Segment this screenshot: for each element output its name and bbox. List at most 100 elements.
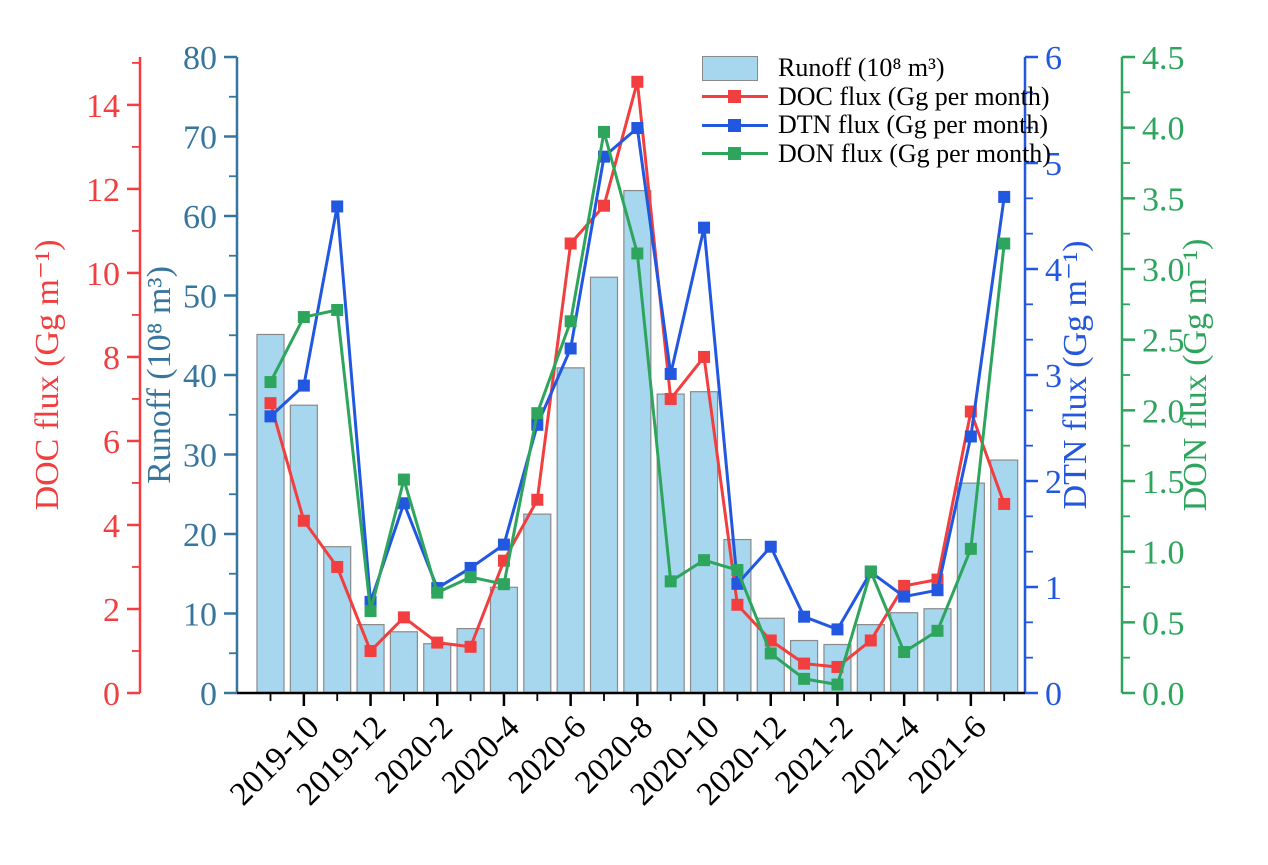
runoff-bar (923, 608, 952, 694)
doc-flux-marker (264, 397, 277, 410)
doc-axis-tick-label: 4 (103, 508, 120, 545)
don-flux-marker (831, 678, 844, 691)
don-flux-marker (531, 407, 544, 420)
doc-flux-marker (431, 636, 444, 649)
runoff-bar (623, 189, 652, 694)
doc-axis-title: DOC flux (Gg m⁻¹) (29, 240, 66, 511)
runoff-swatch-icon (702, 55, 774, 81)
runoff-bar (589, 276, 619, 694)
dtn-axis-tick-label: 1 (1045, 570, 1062, 607)
doc-axis-tick-label: 14 (86, 88, 120, 125)
doc-flux-marker (664, 392, 677, 405)
legend-item-runoff: Runoff (10⁸ m³) (702, 54, 1051, 83)
runoff-bar (289, 404, 318, 694)
doc-flux-marker (297, 514, 310, 527)
dtn-flux-marker (297, 379, 310, 392)
don-flux-marker (898, 646, 911, 659)
dtn-line-swatch-icon (702, 118, 774, 132)
legend-item-doc: DOC flux (Gg per month) (702, 83, 1051, 112)
doc-flux-marker (798, 657, 811, 670)
don-flux-marker (931, 624, 944, 637)
doc-flux-marker (631, 75, 644, 88)
dtn-flux-marker (931, 584, 944, 597)
don-flux-marker (364, 605, 377, 618)
runoff-axis-tick-label: 80 (183, 40, 217, 77)
doc-flux-marker (864, 634, 877, 647)
dtn-axis-tick-label: 5 (1045, 146, 1062, 183)
runoff-axis-title: Runoff (10⁸ m³) (141, 266, 178, 484)
runoff-axis-tick-label: 0 (200, 676, 217, 713)
don-flux-marker (698, 554, 711, 567)
don-flux-marker (964, 542, 977, 555)
dtn-flux-marker (831, 623, 844, 636)
don-flux-marker (731, 564, 744, 577)
dtn-axis-tick-label: 6 (1045, 40, 1062, 77)
runoff-bar (456, 628, 485, 694)
dtn-flux-marker (631, 122, 644, 135)
dtn-flux-marker (898, 590, 911, 603)
don-flux-marker (798, 672, 811, 685)
doc-flux-marker (598, 199, 610, 212)
don-axis-tick-label: 1.5 (1142, 464, 1185, 501)
dtn-flux-marker (264, 410, 277, 423)
runoff-axis-tick-label: 10 (183, 597, 217, 634)
dtn-axis-title: DTN flux (Gg m⁻¹) (1057, 241, 1094, 510)
runoff-axis-tick-label: 30 (183, 438, 217, 475)
doc-axis-tick-label: 12 (86, 172, 120, 209)
doc-flux-marker (331, 560, 344, 573)
don-axis-tick-label: 4.5 (1142, 40, 1185, 77)
dtn-axis-tick-label: 4 (1045, 252, 1062, 289)
dtn-flux-marker (564, 342, 577, 355)
dtn-flux-marker (964, 430, 977, 443)
runoff-axis-tick-label: 40 (183, 358, 217, 395)
dtn-flux-marker (798, 610, 811, 623)
doc-flux-marker (898, 579, 911, 592)
legend-label-doc: DOC flux (Gg per month) (778, 81, 1050, 111)
don-flux-marker (297, 311, 310, 324)
runoff-bar (556, 367, 585, 694)
dtn-flux-marker (698, 221, 711, 234)
doc-flux-marker (397, 611, 410, 624)
runoff-bar (423, 643, 452, 694)
don-axis-tick-label: 0.0 (1142, 676, 1185, 713)
don-flux-marker (464, 571, 477, 584)
doc-flux-marker (464, 640, 477, 653)
doc-axis-tick-label: 10 (86, 256, 120, 293)
legend-label-runoff: Runoff (10⁸ m³) (778, 53, 945, 83)
don-flux-marker (598, 125, 610, 138)
doc-axis-tick-label: 2 (103, 592, 120, 629)
don-axis-tick-label: 1.0 (1142, 535, 1185, 572)
legend: Runoff (10⁸ m³) DOC flux (Gg per month) … (702, 54, 1051, 168)
doc-axis-tick-label: 8 (103, 340, 120, 377)
don-flux-marker (664, 575, 677, 588)
runoff-axis-tick-label: 70 (183, 120, 217, 157)
don-axis-tick-label: 3.5 (1142, 181, 1185, 218)
runoff-bar (956, 482, 985, 694)
doc-flux-marker (998, 497, 1011, 510)
dtn-flux-marker (331, 200, 344, 213)
dtn-flux-marker (497, 538, 510, 551)
don-flux-marker (397, 473, 410, 486)
dtn-flux-marker (464, 561, 477, 574)
dtn-axis-tick-label: 0 (1045, 676, 1062, 713)
doc-axis-tick-label: 6 (103, 424, 120, 461)
dtn-flux-marker (998, 190, 1011, 203)
doc-axis-tick-label: 0 (103, 676, 120, 713)
don-flux-marker (264, 376, 277, 389)
don-axis-title: DON flux (Gg m⁻¹) (1177, 239, 1214, 512)
doc-flux-marker (531, 493, 544, 506)
don-axis-tick-label: 4.0 (1142, 111, 1185, 148)
don-flux-marker (998, 237, 1011, 250)
don-line-swatch-icon (702, 147, 774, 161)
don-flux-marker (431, 586, 444, 599)
doc-flux-marker (698, 350, 711, 363)
dtn-axis-tick-label: 3 (1045, 358, 1062, 395)
don-flux-marker (864, 565, 877, 578)
don-axis-tick-label: 2.0 (1142, 393, 1185, 430)
doc-flux-marker (364, 644, 377, 657)
don-flux-marker (764, 647, 777, 660)
don-axis-tick-label: 0.5 (1142, 605, 1185, 642)
runoff-bar (489, 586, 519, 694)
